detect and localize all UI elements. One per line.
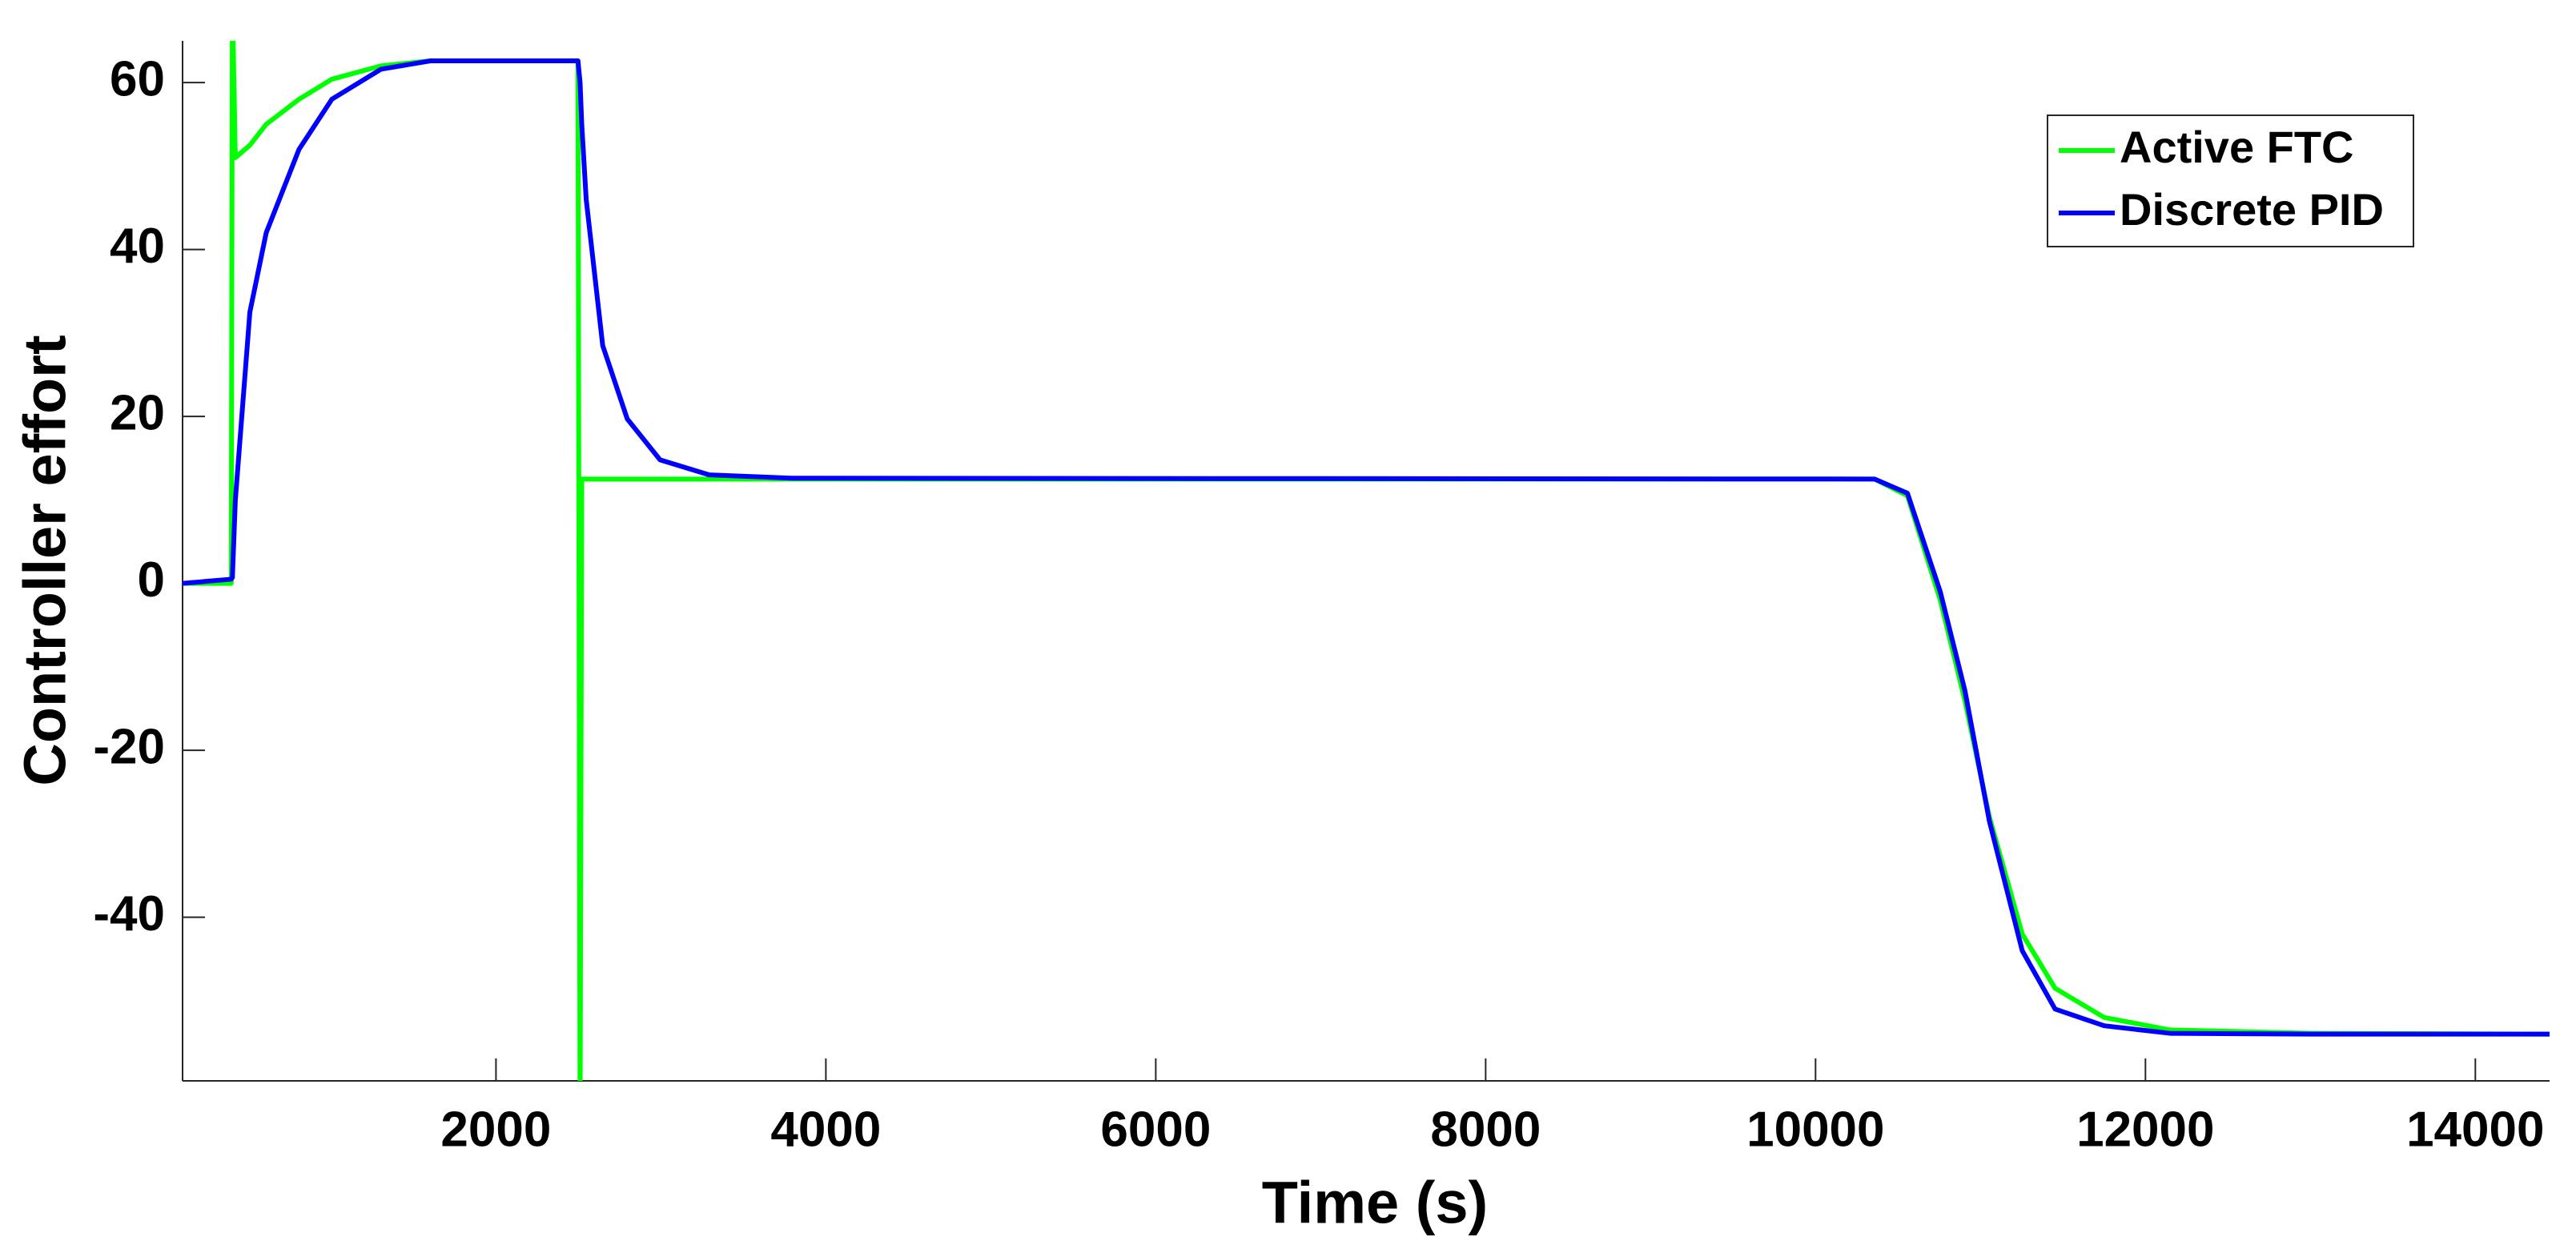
data-line <box>183 41 2550 1081</box>
legend-label: Discrete PID <box>2120 184 2384 235</box>
x-tick-label: 8000 <box>1430 1102 1541 1157</box>
y-tick-label: -20 <box>93 720 165 775</box>
data-line <box>183 58 2550 1037</box>
legend-box <box>2047 114 2414 247</box>
y-tick-label: -40 <box>93 886 165 942</box>
plot-area <box>183 41 2550 1081</box>
y-tick-label: 20 <box>110 386 165 441</box>
x-tick-label: 10000 <box>1746 1102 1884 1157</box>
y-axis-title: Controller effort <box>12 335 78 785</box>
y-tick-label: 40 <box>110 219 165 274</box>
x-tick-label: 2000 <box>440 1102 551 1157</box>
x-tick-label: 4000 <box>770 1102 881 1157</box>
x-tick-label: 14000 <box>2406 1102 2544 1157</box>
x-axis-title: Time (s) <box>1262 1170 1488 1236</box>
legend: Active FTC Discrete PID <box>2047 114 2414 247</box>
x-tick-label: 12000 <box>2076 1102 2214 1157</box>
legend-label: Active FTC <box>2120 122 2354 172</box>
x-tick-label: 6000 <box>1100 1102 1211 1157</box>
y-tick-label: 60 <box>110 52 165 107</box>
y-tick-label: 0 <box>138 552 165 608</box>
